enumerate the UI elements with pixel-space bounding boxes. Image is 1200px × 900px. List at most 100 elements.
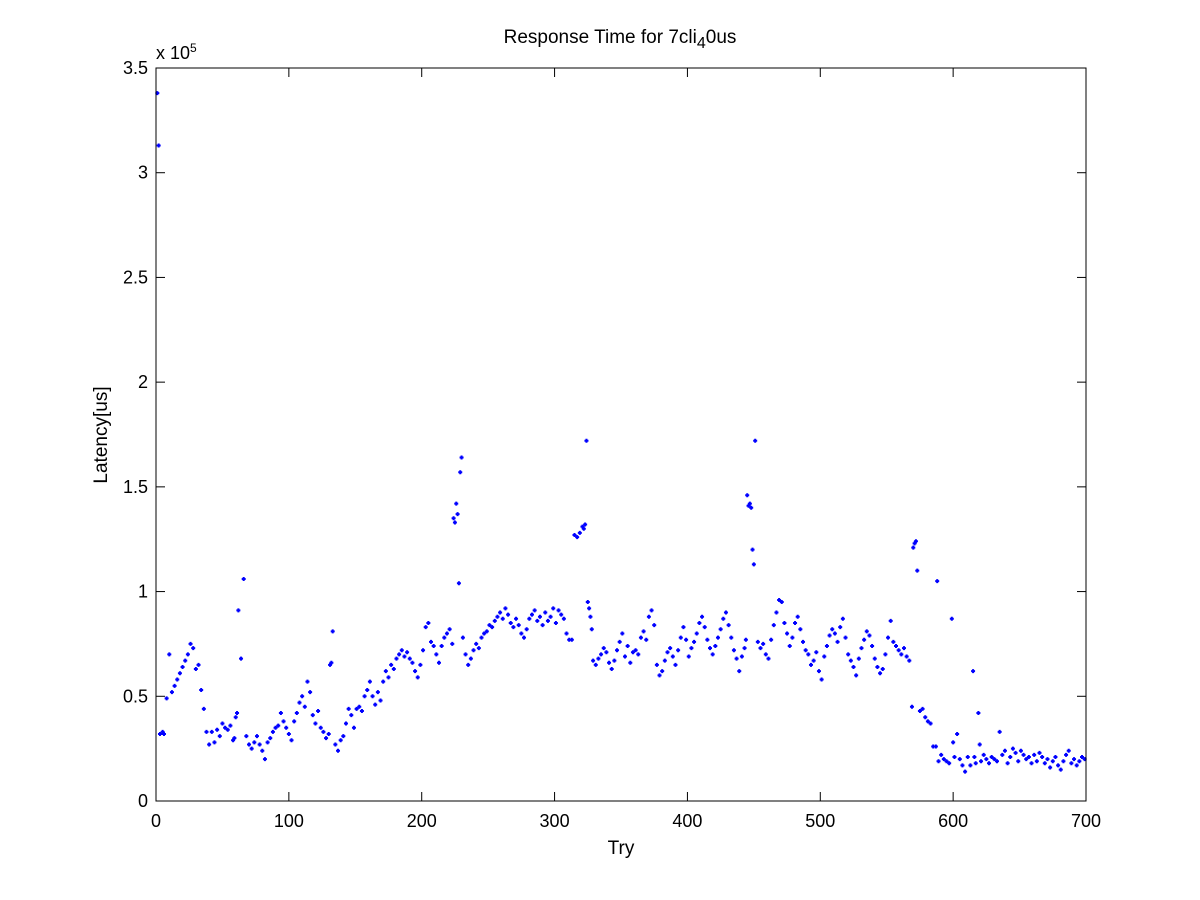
data-point <box>654 662 659 667</box>
data-point <box>749 505 754 510</box>
data-point <box>514 616 519 621</box>
data-point <box>1024 757 1029 762</box>
y-tick-label: 0.5 <box>123 686 148 706</box>
data-point <box>920 706 925 711</box>
data-point <box>771 623 776 628</box>
data-point <box>338 738 343 743</box>
data-point <box>947 761 952 766</box>
data-point <box>628 660 633 665</box>
data-point <box>963 769 968 774</box>
data-point <box>161 731 166 736</box>
data-point <box>840 616 845 621</box>
data-point <box>532 608 537 613</box>
data-point <box>886 635 891 640</box>
data-point <box>1021 752 1026 757</box>
data-point <box>232 736 237 741</box>
data-point <box>723 610 728 615</box>
data-point <box>300 694 305 699</box>
data-point <box>915 568 920 573</box>
data-point <box>394 656 399 661</box>
data-point <box>564 631 569 636</box>
data-point <box>370 694 375 699</box>
data-point <box>537 614 542 619</box>
data-point <box>188 641 193 646</box>
data-point <box>343 721 348 726</box>
data-point <box>992 757 997 762</box>
data-point <box>743 637 748 642</box>
data-point <box>556 608 561 613</box>
data-point <box>265 740 270 745</box>
data-point <box>1080 755 1085 760</box>
data-point <box>987 761 992 766</box>
data-point <box>346 706 351 711</box>
chart-title-suffix: 0us <box>706 27 737 48</box>
data-point <box>925 719 930 724</box>
data-point <box>591 658 596 663</box>
data-point <box>239 656 244 661</box>
data-point <box>543 610 548 615</box>
data-point <box>183 658 188 663</box>
data-point <box>830 627 835 632</box>
data-point <box>584 438 589 443</box>
data-point <box>527 616 532 621</box>
data-point <box>180 664 185 669</box>
data-point <box>365 688 370 693</box>
data-point <box>878 671 883 676</box>
data-point <box>1048 765 1053 770</box>
data-point <box>917 708 922 713</box>
data-point <box>252 740 257 745</box>
data-point <box>196 662 201 667</box>
data-point <box>487 623 492 628</box>
data-point <box>503 606 508 611</box>
data-point <box>739 654 744 659</box>
x-axis-label: Try <box>608 838 635 859</box>
data-point <box>660 669 665 674</box>
data-point <box>694 631 699 636</box>
plot-area <box>156 68 1086 801</box>
data-point <box>747 501 752 506</box>
data-point <box>957 757 962 762</box>
data-point <box>577 530 582 535</box>
x-tick-label: 200 <box>407 811 437 831</box>
data-point <box>225 727 230 732</box>
data-point <box>241 577 246 582</box>
data-point <box>612 658 617 663</box>
data-point <box>506 612 511 617</box>
data-point <box>495 614 500 619</box>
data-point <box>463 652 468 657</box>
data-point <box>973 761 978 766</box>
data-point <box>413 669 418 674</box>
data-point <box>907 658 912 663</box>
data-point <box>522 635 527 640</box>
data-point <box>397 652 402 657</box>
data-point <box>310 713 315 718</box>
data-point <box>913 539 918 544</box>
data-point <box>951 740 956 745</box>
data-point <box>1008 755 1013 760</box>
data-point <box>286 731 291 736</box>
data-point <box>824 644 829 649</box>
data-point <box>490 625 495 630</box>
data-point <box>862 637 867 642</box>
data-point <box>935 579 940 584</box>
data-point <box>1064 752 1069 757</box>
data-point <box>442 635 447 640</box>
data-point <box>625 644 630 649</box>
chart-title: Response Time for 7cli40us <box>504 27 737 52</box>
data-point <box>399 648 404 653</box>
data-point <box>454 501 459 506</box>
data-point <box>423 625 428 630</box>
data-point <box>1018 748 1023 753</box>
data-point <box>341 734 346 739</box>
data-point <box>575 535 580 540</box>
data-point <box>351 725 356 730</box>
data-point <box>769 637 774 642</box>
data-point <box>832 631 837 636</box>
data-point <box>260 748 265 753</box>
data-point <box>899 652 904 657</box>
data-point <box>257 742 262 747</box>
data-point <box>846 652 851 657</box>
y-tick-label: 3 <box>138 163 148 183</box>
data-point <box>734 656 739 661</box>
chart-title-subscript: 4 <box>697 35 706 52</box>
